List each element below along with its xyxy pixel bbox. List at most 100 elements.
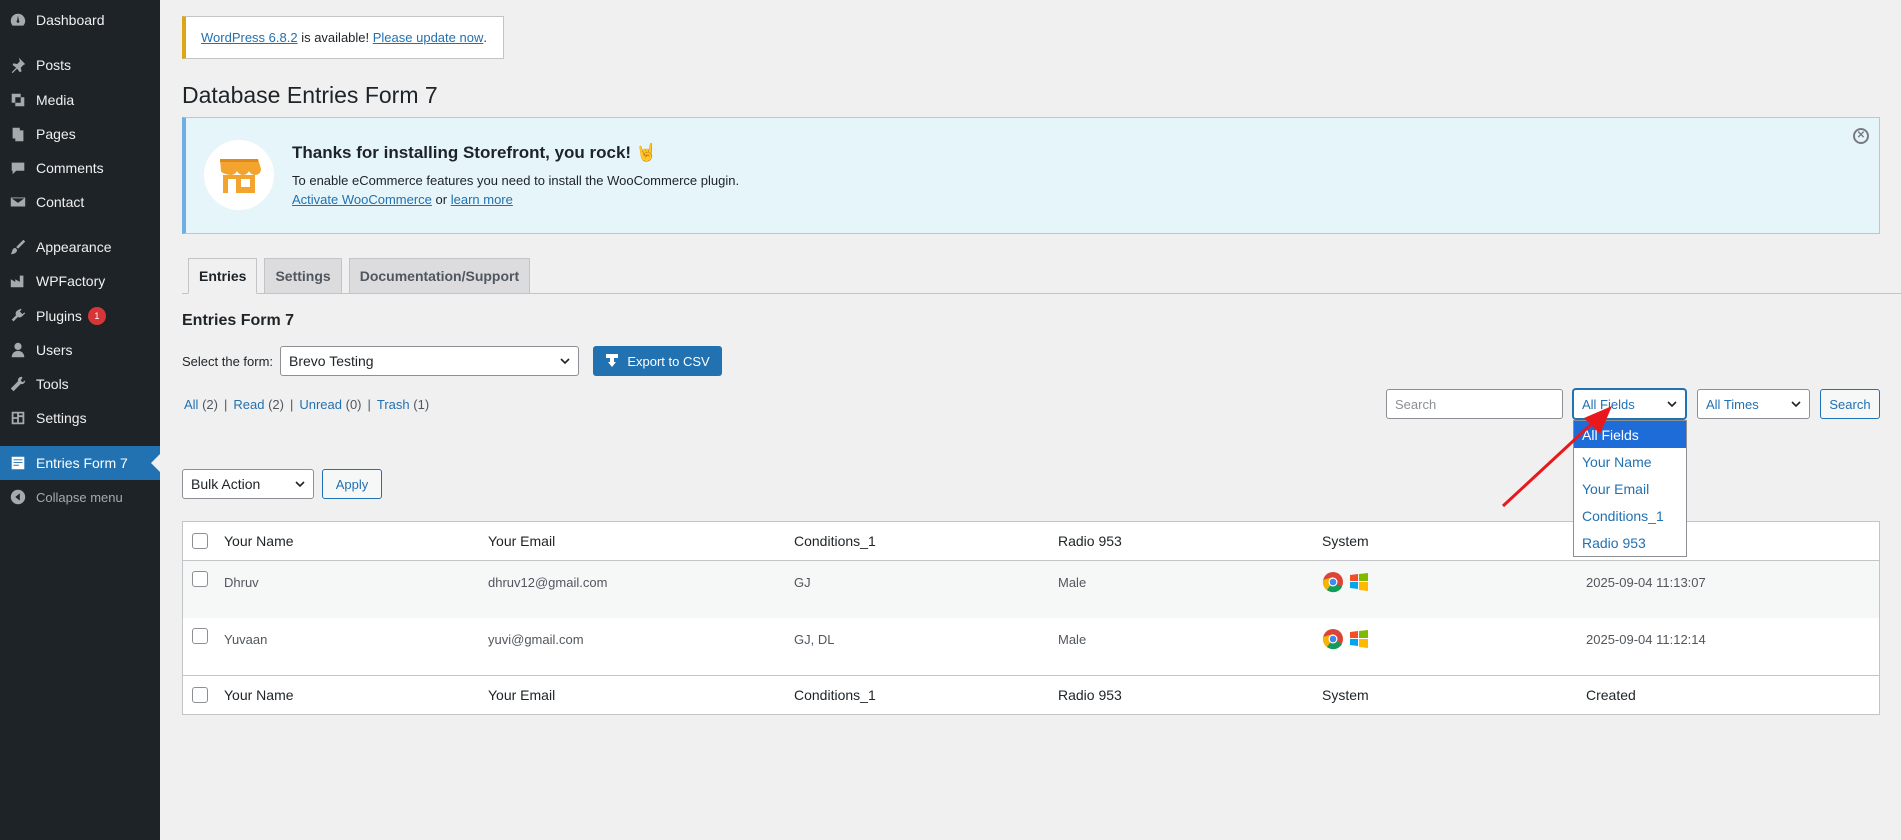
- sidebar-item-label: Tools: [36, 376, 69, 392]
- factory-icon: [0, 272, 36, 290]
- storefront-logo: [204, 140, 274, 210]
- sidebar-item-appearance[interactable]: Appearance: [0, 230, 160, 264]
- apply-button[interactable]: Apply: [322, 469, 382, 499]
- column-footer-radio-953[interactable]: Radio 953: [1058, 687, 1122, 703]
- page-title: Database Entries Form 7: [182, 82, 438, 108]
- column-header-your-email[interactable]: Your Email: [488, 533, 556, 549]
- plugin-update-badge: 1: [87, 307, 106, 325]
- fields-select[interactable]: All Fields: [1573, 389, 1686, 419]
- storefront-notice-title: Thanks for installing Storefront, you ro…: [292, 143, 657, 162]
- dropdown-option-radio-953[interactable]: Radio 953: [1582, 534, 1646, 551]
- tab-settings[interactable]: Settings: [264, 258, 342, 294]
- select-all-checkbox[interactable]: [192, 533, 208, 549]
- fields-select-value: All Fields: [1582, 396, 1635, 412]
- table-row[interactable]: Dhruv dhruv12@gmail.com GJ Male 2025-09-…: [183, 561, 1879, 618]
- table-row[interactable]: Yuvaan yuvi@gmail.com GJ, DL Male 2025-0…: [183, 618, 1879, 675]
- filter-unread-count: (0): [345, 397, 362, 412]
- entry-conditions: GJ: [794, 575, 811, 590]
- sidebar-item-pages[interactable]: Pages: [0, 117, 160, 151]
- search-button[interactable]: Search: [1820, 389, 1880, 419]
- storefront-notice-text: To enable eCommerce features you need to…: [292, 173, 740, 188]
- sidebar-item-settings[interactable]: Settings: [0, 401, 160, 435]
- entry-system: [1322, 571, 1370, 593]
- row-checkbox[interactable]: [192, 571, 208, 587]
- bulk-action-select[interactable]: Bulk Action: [182, 469, 314, 499]
- entries-table: Your Name Your Email Conditions_1 Radio …: [182, 521, 1880, 715]
- times-select[interactable]: All Times: [1697, 389, 1810, 419]
- sidebar-item-label: Posts: [36, 57, 72, 73]
- entry-conditions: GJ, DL: [794, 632, 835, 647]
- export-csv-button[interactable]: Export to CSV: [593, 346, 722, 376]
- filter-trash-link[interactable]: Trash: [376, 397, 410, 412]
- entry-email: yuvi@gmail.com: [488, 632, 584, 647]
- sidebar-item-plugins[interactable]: Plugins 1: [0, 299, 160, 333]
- filter-unread-link[interactable]: Unread: [299, 397, 342, 412]
- dropdown-option-all-fields[interactable]: All Fields: [1574, 421, 1686, 448]
- sidebar-item-media[interactable]: Media: [0, 83, 160, 117]
- column-header-conditions-1[interactable]: Conditions_1: [794, 533, 876, 549]
- sidebar-item-entries-form-7[interactable]: Entries Form 7: [0, 446, 160, 480]
- column-header-radio-953[interactable]: Radio 953: [1058, 533, 1122, 549]
- sidebar-item-label: Contact: [36, 194, 85, 210]
- column-header-your-name[interactable]: Your Name: [224, 533, 294, 549]
- storefront-notice-links: Activate WooCommerce or learn more: [292, 192, 513, 207]
- storefront-notice: Thanks for installing Storefront, you ro…: [182, 117, 1880, 234]
- filter-separator: |: [367, 397, 371, 412]
- sidebar-item-dashboard[interactable]: Dashboard: [0, 3, 160, 37]
- sidebar-item-label: Settings: [36, 410, 87, 426]
- download-icon: [606, 354, 619, 367]
- learn-more-link[interactable]: learn more: [450, 192, 513, 207]
- sidebar-item-posts[interactable]: Posts: [0, 48, 160, 82]
- filter-read-link[interactable]: Read: [233, 397, 265, 412]
- row-checkbox[interactable]: [192, 628, 208, 644]
- status-filters: All (2) | Read (2) | Unread (0) | Trash …: [184, 397, 429, 412]
- dashboard-icon: [0, 11, 36, 29]
- dismiss-notice-icon[interactable]: ✕: [1853, 128, 1869, 144]
- sidebar-item-label: WPFactory: [36, 273, 106, 289]
- sidebar-item-label: Appearance: [36, 239, 112, 255]
- chevron-down-icon: [1667, 401, 1677, 408]
- entry-created: 2025-09-04 11:12:14: [1586, 632, 1706, 647]
- sidebar-item-tools[interactable]: Tools: [0, 367, 160, 401]
- dropdown-option-conditions-1[interactable]: Conditions_1: [1582, 507, 1664, 524]
- update-now-link[interactable]: Please update now: [372, 30, 484, 45]
- dropdown-option-your-email[interactable]: Your Email: [1582, 480, 1650, 497]
- bulk-action-value: Bulk Action: [191, 476, 261, 492]
- fields-dropdown-list: All Fields Your Name Your Email Conditio…: [1573, 420, 1687, 557]
- form-select[interactable]: Brevo Testing: [280, 346, 579, 376]
- sidebar-item-label: Collapse menu: [36, 489, 123, 505]
- sidebar-item-contact[interactable]: Contact: [0, 185, 160, 219]
- dropdown-option-your-name[interactable]: Your Name: [1582, 453, 1652, 470]
- sidebar-item-users[interactable]: Users: [0, 333, 160, 367]
- entry-system: [1322, 628, 1370, 650]
- chevron-down-icon: [1791, 401, 1801, 408]
- filter-separator: |: [289, 397, 294, 412]
- column-footer-created[interactable]: Created: [1586, 687, 1636, 703]
- filter-all-count: (2): [202, 397, 218, 412]
- tab-documentation-support[interactable]: Documentation/Support: [348, 258, 531, 294]
- filter-all-link[interactable]: All: [184, 397, 199, 412]
- chevron-down-icon: [560, 358, 570, 365]
- entry-created: 2025-09-04 11:13:07: [1586, 575, 1706, 590]
- column-footer-your-name[interactable]: Your Name: [224, 687, 294, 703]
- column-footer-system[interactable]: System: [1322, 687, 1369, 703]
- pages-icon: [0, 125, 36, 143]
- column-footer-conditions-1[interactable]: Conditions_1: [794, 687, 876, 703]
- search-input[interactable]: Search: [1386, 389, 1563, 419]
- collapse-menu-button[interactable]: Collapse menu: [0, 480, 160, 514]
- activate-woocommerce-link[interactable]: Activate WooCommerce: [292, 192, 432, 207]
- sidebar-item-label: Media: [36, 92, 75, 108]
- tab-entries[interactable]: Entries: [188, 258, 258, 294]
- update-notice: WordPress 6.8.2 is available! Please upd…: [182, 16, 504, 59]
- chrome-icon: [1322, 572, 1343, 593]
- entry-radio: Male: [1058, 632, 1087, 647]
- column-footer-your-email[interactable]: Your Email: [488, 687, 556, 703]
- sidebar-item-label: Plugins: [36, 308, 82, 324]
- select-all-checkbox[interactable]: [192, 687, 208, 703]
- sidebar-item-wpfactory[interactable]: WPFactory: [0, 264, 160, 298]
- wordpress-version-link[interactable]: WordPress 6.8.2: [201, 30, 298, 45]
- column-header-system[interactable]: System: [1322, 533, 1369, 549]
- comment-icon: [0, 159, 36, 177]
- sidebar-item-comments[interactable]: Comments: [0, 151, 160, 185]
- sidebar-item-label: Dashboard: [36, 12, 105, 28]
